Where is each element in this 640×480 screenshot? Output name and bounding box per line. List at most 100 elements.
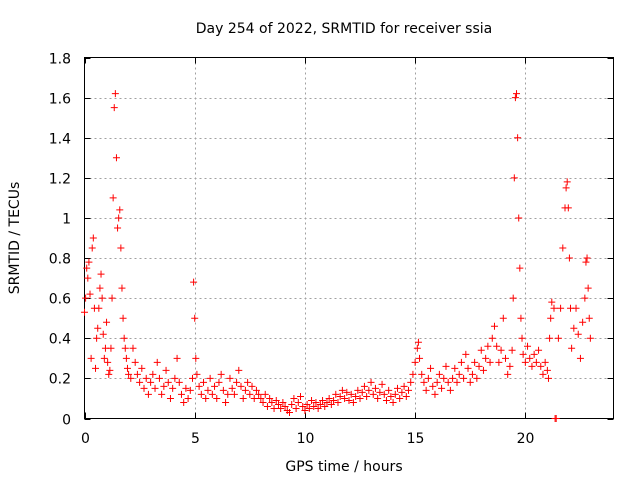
y-tick-label: 0 [62, 413, 71, 429]
data-point [123, 364, 131, 372]
data-point [149, 370, 157, 378]
data-point [87, 354, 95, 362]
data-point [435, 370, 443, 378]
data-point [190, 278, 198, 286]
data-point [189, 374, 197, 382]
data-point [516, 264, 524, 272]
data-point [354, 386, 362, 394]
data-point [460, 374, 468, 382]
data-point [514, 134, 522, 142]
data-point [153, 358, 161, 366]
data-point [197, 390, 205, 398]
data-point [511, 94, 519, 102]
data-point [396, 394, 404, 402]
data-point [120, 334, 128, 342]
data-point [524, 342, 532, 350]
data-point [261, 390, 269, 398]
data-point [93, 334, 101, 342]
data-point [568, 344, 576, 352]
data-point [171, 374, 179, 382]
data-point [204, 386, 212, 394]
data-point [385, 386, 393, 394]
data-point [488, 334, 496, 342]
data-point [382, 396, 390, 404]
data-point [235, 366, 243, 374]
data-point [279, 398, 287, 406]
data-point [237, 382, 245, 390]
data-point [215, 378, 223, 386]
data-point [114, 224, 122, 232]
data-point [327, 400, 335, 408]
data-point [88, 244, 96, 252]
data-point [164, 378, 172, 386]
data-point [508, 346, 516, 354]
data-point [292, 404, 300, 412]
data-point [112, 154, 120, 162]
data-point [490, 322, 498, 330]
data-point [411, 358, 419, 366]
data-point [219, 386, 227, 394]
data-point [233, 378, 241, 386]
data-point [166, 394, 174, 402]
data-point [477, 346, 485, 354]
y-tick-label: 0.6 [49, 292, 71, 308]
data-point [537, 362, 545, 370]
data-point [356, 394, 364, 402]
data-point [486, 358, 494, 366]
data-point [136, 378, 144, 386]
data-point [82, 294, 90, 302]
data-point [252, 386, 260, 394]
y-tick-label: 0.4 [49, 332, 71, 348]
data-point [343, 388, 351, 396]
data-point [133, 370, 141, 378]
data-point [517, 314, 525, 322]
data-point [316, 400, 324, 408]
data-point [104, 358, 112, 366]
data-point [308, 396, 316, 404]
data-point [438, 384, 446, 392]
data-point [147, 378, 155, 386]
data-point [169, 384, 177, 392]
data-point [462, 350, 470, 358]
data-point [224, 390, 232, 398]
data-point [106, 366, 114, 374]
data-point [539, 370, 547, 378]
x-tick-label: 15 [407, 431, 425, 447]
data-point [405, 386, 413, 394]
x-tick-label: 5 [191, 431, 200, 447]
data-point [160, 382, 168, 390]
data-point [576, 354, 584, 362]
data-point [393, 384, 401, 392]
data-point [117, 244, 125, 252]
data-point [332, 390, 340, 398]
data-point [387, 392, 395, 400]
data-point [217, 370, 225, 378]
data-point [562, 184, 570, 192]
data-point [400, 382, 408, 390]
data-point [475, 362, 483, 370]
data-point [482, 354, 490, 362]
data-point [427, 364, 435, 372]
data-point [138, 364, 146, 372]
data-point [239, 394, 247, 402]
y-tick-label: 1.8 [49, 52, 71, 68]
data-point [314, 404, 322, 412]
data-point [297, 392, 305, 400]
data-point [103, 318, 111, 326]
data-point [365, 386, 373, 394]
data-point [479, 366, 487, 374]
data-point [518, 334, 526, 342]
data-point [92, 364, 100, 372]
data-point [371, 384, 379, 392]
data-point [358, 388, 366, 396]
data-point [155, 374, 163, 382]
data-point [86, 290, 94, 298]
data-point [118, 284, 126, 292]
data-point [455, 370, 463, 378]
data-point [433, 378, 441, 386]
data-point [294, 398, 302, 406]
data-point [585, 314, 593, 322]
data-point [521, 358, 529, 366]
y-tick-label: 1.4 [49, 132, 71, 148]
